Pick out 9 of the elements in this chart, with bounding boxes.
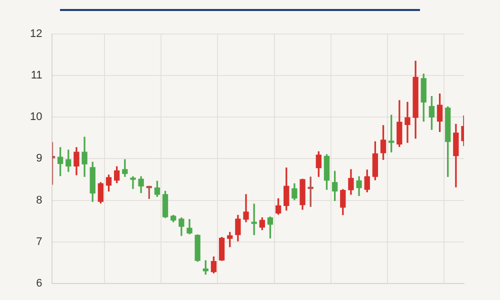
y-tick-label: 8 <box>36 194 42 206</box>
y-tick-label: 6 <box>36 277 42 290</box>
y-tick-label: 9 <box>36 152 42 165</box>
candlestick <box>130 176 136 189</box>
candlestick <box>404 102 410 143</box>
y-tick-label: 7 <box>36 236 42 248</box>
y-tick-label: 10 <box>30 111 42 124</box>
y-tick-label: 12 <box>30 28 42 40</box>
y-tick-label: 11 <box>30 70 42 82</box>
